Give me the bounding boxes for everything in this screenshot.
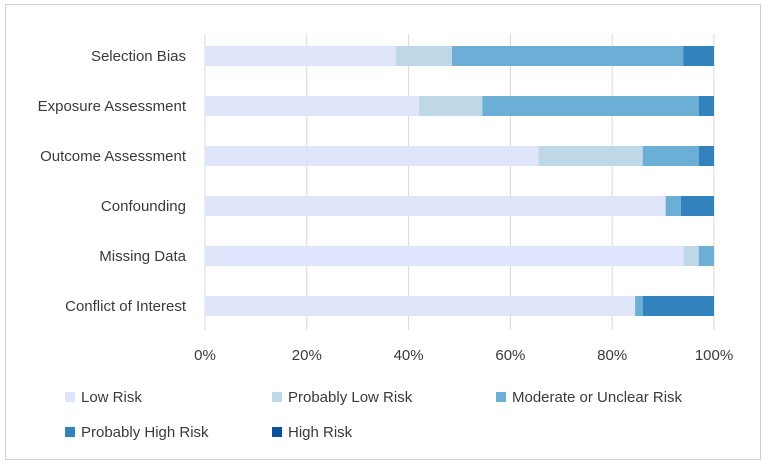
legend-label: Probably High Risk (81, 424, 209, 441)
bar-segment (698, 146, 714, 166)
legend-swatch (496, 392, 506, 402)
legend-swatch (65, 392, 75, 402)
bar-segment (205, 296, 636, 316)
category-labels: Selection Bias Exposure Assessment Outcome… (38, 48, 187, 315)
x-tick-label: 40% (394, 347, 424, 364)
bar-segment (683, 46, 714, 66)
legend-swatch (272, 427, 282, 437)
x-tick-label: 60% (495, 347, 525, 364)
legend-label: Moderate or Unclear Risk (512, 389, 683, 406)
bar-segment (642, 146, 699, 166)
bar-segment (395, 46, 452, 66)
x-tick-label: 0% (194, 347, 216, 364)
legend: Low Risk Probably Low Risk Moderate or Unc… (65, 389, 683, 441)
category-label: Confounding (101, 198, 186, 215)
category-label: Exposure Assessment (38, 98, 187, 115)
x-tick-label: 80% (597, 347, 627, 364)
bar-segment (205, 146, 539, 166)
category-label: Outcome Assessment (40, 148, 187, 165)
bar-segment (698, 96, 714, 116)
bar-segment (635, 296, 643, 316)
category-label: Conflict of Interest (65, 298, 187, 315)
legend-swatch (65, 427, 75, 437)
bar-segment (642, 296, 714, 316)
bar-segment (205, 46, 396, 66)
legend-label: Probably Low Risk (288, 389, 413, 406)
bar-segment (482, 96, 699, 116)
x-tick-label: 100% (695, 347, 733, 364)
bar-segment (665, 196, 681, 216)
gridlines (204, 34, 715, 330)
legend-swatch (272, 392, 282, 402)
x-tick-label: 20% (292, 347, 322, 364)
bar-segment (205, 246, 684, 266)
bar-segment (418, 96, 483, 116)
bar-segment (680, 196, 714, 216)
legend-label: High Risk (288, 424, 353, 441)
bar-segment (683, 246, 699, 266)
bar-segment (205, 96, 419, 116)
bar-segment (538, 146, 643, 166)
bar-segment (451, 46, 684, 66)
category-label: Selection Bias (91, 48, 186, 65)
legend-label: Low Risk (81, 389, 142, 406)
bars (205, 46, 714, 316)
chart-frame (5, 4, 761, 460)
x-tick-labels: 0% 20% 40% 60% 80% 100% (194, 347, 733, 364)
category-label: Missing Data (99, 248, 186, 265)
bar-segment (698, 246, 714, 266)
bar-segment (205, 196, 666, 216)
